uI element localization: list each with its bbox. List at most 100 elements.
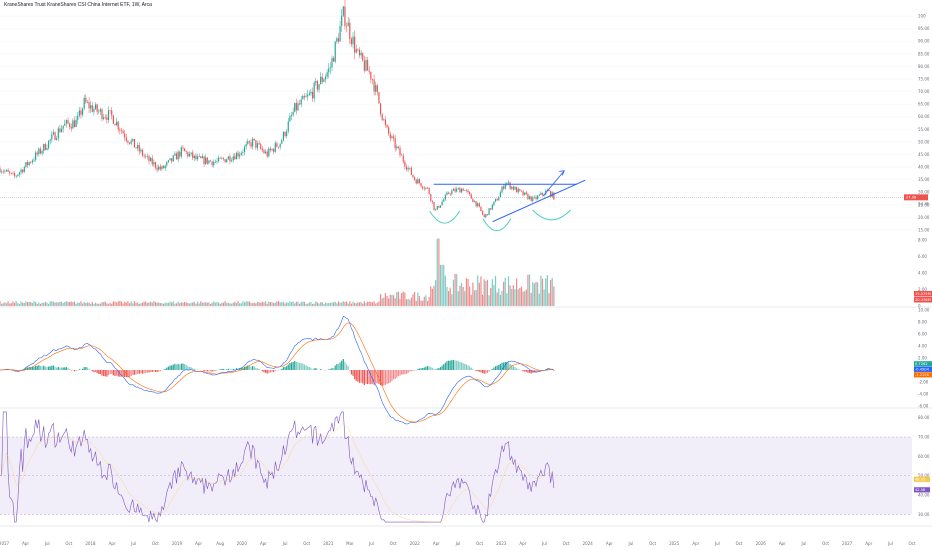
volume-bar: [515, 278, 518, 306]
breakout-arrow-head: [559, 170, 565, 176]
candle-body: [26, 162, 29, 166]
macd-histogram-bar: [478, 370, 480, 372]
macd-histogram-bar: [107, 370, 110, 376]
macd-histogram-bar: [130, 370, 132, 377]
candle-body: [444, 194, 446, 200]
volume-bar: [266, 303, 268, 306]
candle-body: [550, 191, 552, 197]
volume-bar: [260, 302, 262, 306]
candle-body: [276, 143, 278, 147]
candle-body: [493, 201, 495, 205]
volume-bar: [150, 301, 152, 306]
volume-bar: [75, 303, 77, 306]
macd-histogram-bar: [349, 370, 351, 371]
macd-histogram-bar: [235, 368, 238, 370]
volume-bar: [56, 302, 58, 306]
macd-histogram-bar: [452, 359, 455, 370]
volume-bar: [193, 301, 195, 306]
candle-body: [5, 169, 8, 172]
macd-histogram-bar: [193, 368, 195, 370]
volume-bar: [334, 301, 336, 306]
volume-bar: [234, 301, 236, 306]
rsi-last-badge: [914, 476, 930, 482]
candle-body: [499, 192, 502, 198]
volume-bar: [62, 303, 64, 306]
volume-bar: [313, 303, 315, 306]
x-tick-label: 2027: [842, 541, 853, 546]
candle-body: [517, 188, 519, 193]
price-y-tick: 15.00: [918, 228, 930, 233]
candle-body: [273, 148, 275, 152]
candle-body: [104, 117, 106, 118]
macd-histogram-bar: [379, 370, 382, 386]
volume-bar: [137, 302, 139, 306]
macd-histogram-bar: [464, 363, 466, 370]
macd-histogram-bar: [320, 369, 322, 370]
volume-bar: [255, 303, 257, 306]
macd-histogram-bar: [135, 370, 137, 375]
volume-bar: [51, 301, 53, 306]
candle-body: [394, 138, 396, 149]
x-tick-label: Apr: [109, 541, 116, 546]
candle-body: [496, 199, 498, 201]
volume-bar: [370, 301, 372, 306]
candle-body: [392, 136, 395, 139]
macd-histogram-bar: [522, 370, 524, 372]
volume-bar: [286, 302, 288, 306]
candle-body: [99, 109, 102, 112]
candle-body: [133, 138, 136, 148]
macd-histogram-bar: [36, 365, 38, 370]
macd-histogram-bar: [229, 369, 231, 370]
candle-body: [52, 132, 55, 135]
macd-histogram-bar: [101, 370, 103, 376]
volume-bar: [201, 302, 204, 306]
candle-body: [401, 155, 403, 156]
volume-bar: [371, 302, 374, 306]
macd-histogram-bar: [145, 370, 147, 374]
volume-bar: [156, 302, 158, 306]
macd-histogram-bar: [104, 370, 106, 377]
macd-histogram-bar: [33, 366, 35, 370]
volume-bar: [548, 293, 550, 306]
macd-histogram-bar: [371, 370, 374, 384]
candle-body: [470, 194, 472, 199]
macd-histogram-bar: [154, 370, 157, 372]
volume-last-badge: [914, 291, 932, 297]
candle-body: [80, 110, 82, 115]
volume-bar: [38, 302, 40, 306]
macd-histogram-bar: [205, 370, 207, 371]
candle-body: [190, 152, 192, 154]
volume-bar: [117, 301, 119, 306]
candle-body: [166, 162, 168, 166]
macd-histogram-bar: [336, 364, 338, 370]
volume-bar: [221, 302, 223, 306]
candle-body: [449, 193, 451, 195]
candle-body: [465, 190, 467, 191]
candle-body: [39, 148, 42, 154]
macd-histogram-bar: [428, 366, 430, 370]
candle-body: [323, 79, 325, 82]
macd-histogram-bar: [383, 370, 385, 386]
macd-histogram-bar: [156, 370, 158, 373]
volume-bar: [203, 302, 205, 306]
volume-bar: [486, 279, 489, 306]
candle-body: [328, 68, 330, 73]
x-tick-label: 2020: [237, 541, 248, 546]
macd-histogram-bar: [386, 370, 388, 384]
candle-body: [117, 121, 119, 130]
candle-body: [447, 192, 450, 194]
volume-bar: [35, 301, 37, 306]
candle-body: [62, 125, 64, 129]
candle-body: [243, 146, 246, 153]
candle-body: [404, 161, 406, 167]
candle-body: [286, 131, 288, 136]
volume-bar: [125, 302, 127, 306]
candle-body: [457, 188, 459, 189]
price-y-tick: 75.00: [918, 76, 930, 81]
candle-body: [289, 116, 291, 122]
volume-bar: [528, 274, 531, 306]
candle-body: [109, 110, 111, 111]
candle-body: [151, 157, 153, 165]
volume-bar: [73, 301, 76, 306]
